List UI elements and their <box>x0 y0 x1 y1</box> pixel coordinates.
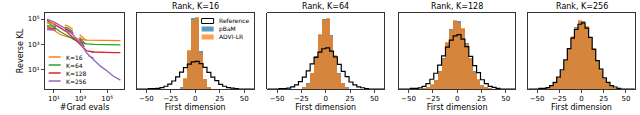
svg-text:−50: −50 <box>139 95 154 103</box>
svg-text:10¹: 10¹ <box>28 66 40 74</box>
svg-text:Rank, K=256: Rank, K=256 <box>556 2 608 11</box>
svg-text:25: 25 <box>477 95 486 103</box>
svg-text:ADVI-LR: ADVI-LR <box>219 33 243 40</box>
svg-text:Rank, K=128: Rank, K=128 <box>431 2 483 11</box>
svg-text:−25: −25 <box>552 95 567 103</box>
svg-text:10¹: 10¹ <box>48 95 60 103</box>
svg-text:−25: −25 <box>425 95 440 103</box>
svg-text:K=64: K=64 <box>66 62 83 69</box>
svg-text:pBaM: pBaM <box>219 25 236 33</box>
svg-text:50: 50 <box>240 95 249 103</box>
svg-text:10⁵: 10⁵ <box>101 95 113 103</box>
svg-text:50: 50 <box>370 95 379 103</box>
svg-text:#Grad evals: #Grad evals <box>60 103 110 112</box>
svg-text:25: 25 <box>346 95 355 103</box>
svg-text:K=16: K=16 <box>66 54 83 61</box>
svg-text:−50: −50 <box>401 95 416 103</box>
svg-text:First dimension: First dimension <box>295 103 356 112</box>
svg-text:50: 50 <box>621 95 630 103</box>
svg-text:−25: −25 <box>294 95 309 103</box>
svg-text:25: 25 <box>599 95 608 103</box>
svg-text:K=128: K=128 <box>66 70 87 77</box>
svg-text:First dimension: First dimension <box>551 103 612 112</box>
svg-text:10³: 10³ <box>28 41 40 49</box>
svg-text:0: 0 <box>323 95 327 103</box>
svg-text:−50: −50 <box>270 95 285 103</box>
svg-text:0: 0 <box>455 95 459 103</box>
svg-text:0: 0 <box>579 95 583 103</box>
svg-text:First dimension: First dimension <box>165 103 226 112</box>
svg-text:10³: 10³ <box>75 95 87 103</box>
svg-text:Reference: Reference <box>219 17 250 24</box>
svg-text:−50: −50 <box>530 95 545 103</box>
svg-text:Reverse KL: Reverse KL <box>16 28 25 73</box>
svg-text:First dimension: First dimension <box>427 103 488 112</box>
svg-text:Rank, K=16: Rank, K=16 <box>172 2 219 11</box>
svg-text:10⁵: 10⁵ <box>28 15 40 23</box>
svg-text:K=256: K=256 <box>66 78 87 85</box>
svg-text:50: 50 <box>501 95 510 103</box>
svg-text:Rank, K=64: Rank, K=64 <box>302 2 349 11</box>
svg-text:25: 25 <box>215 95 224 103</box>
svg-text:0: 0 <box>193 95 197 103</box>
svg-text:−25: −25 <box>163 95 178 103</box>
